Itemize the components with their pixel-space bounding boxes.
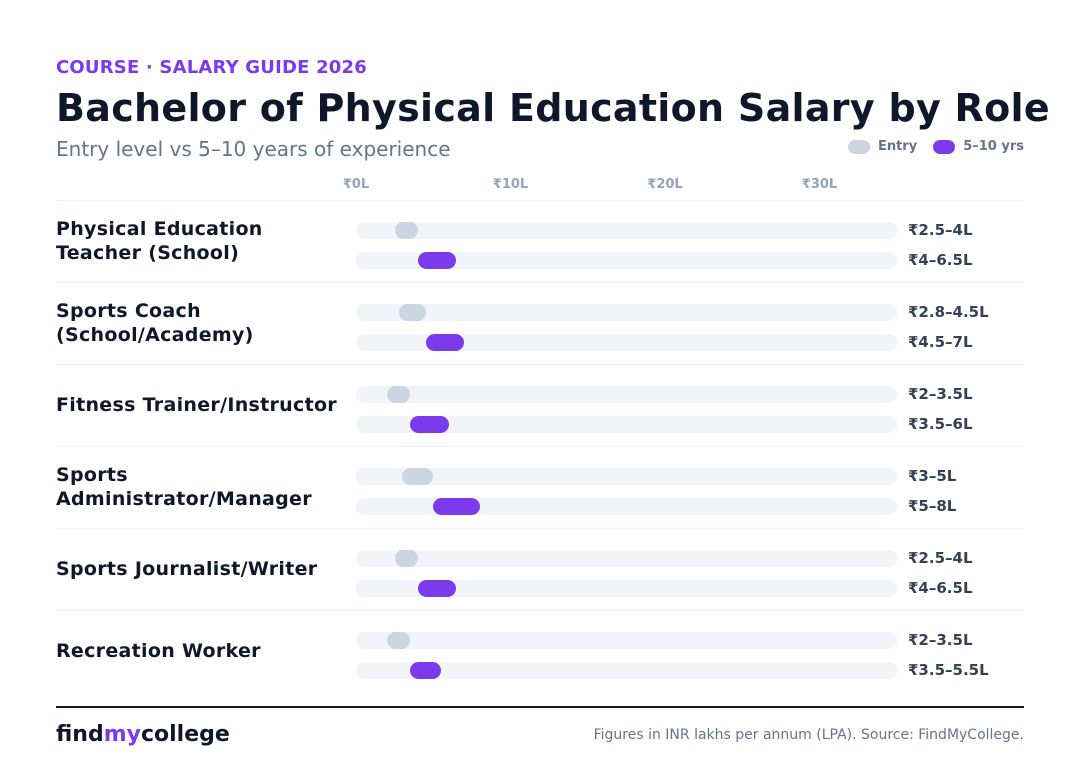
legend-label-entry: Entry: [877, 139, 918, 154]
bar-track: [356, 550, 897, 567]
bar-track: [356, 222, 897, 239]
source-note: Figures in INR lakhs per annum (LPA). So…: [593, 727, 1024, 743]
legend-label-senior: 5–10 yrs: [963, 139, 1024, 154]
page-subtitle: Entry level vs 5–10 years of experience: [56, 137, 451, 161]
entry-range-label: ₹2–3.5L: [908, 385, 973, 403]
legend-swatch-senior: [933, 139, 956, 154]
brand-text-college: college: [140, 722, 230, 747]
senior-range-bar: [417, 252, 457, 269]
entry-range-bar: [386, 632, 411, 649]
x-tick-label: ₹20L: [647, 177, 683, 192]
senior-range-label: ₹4–6.5L: [908, 579, 973, 597]
page-title: Bachelor of Physical Education Salary by…: [56, 86, 1050, 130]
bar-track: [356, 252, 897, 269]
row-divider: [56, 282, 1024, 283]
brand-text-find: find: [56, 722, 104, 747]
legend-swatch-entry: [847, 139, 870, 154]
entry-range-bar: [394, 222, 418, 239]
brand-logo: findmycollege: [56, 722, 230, 747]
senior-range-bar: [410, 416, 449, 433]
entry-range-label: ₹2–3.5L: [908, 631, 973, 649]
row-divider: [56, 364, 1024, 365]
x-tick-label: ₹0L: [342, 177, 370, 192]
entry-range-label: ₹2.5–4L: [908, 221, 973, 239]
entry-range-label: ₹2.8–4.5L: [908, 303, 989, 321]
bar-track: [356, 334, 897, 351]
bar-track: [356, 498, 897, 515]
x-tick-label: ₹10L: [492, 177, 529, 192]
senior-range-label: ₹3.5–6L: [908, 415, 973, 433]
bar-track: [356, 580, 897, 597]
legend: Entry 5–10 yrs: [847, 139, 1024, 154]
senior-range-label: ₹3.5–5.5L: [908, 661, 989, 679]
senior-range-bar: [425, 334, 465, 351]
footer-divider: [56, 706, 1024, 708]
senior-range-bar: [433, 498, 480, 515]
row-divider: [56, 610, 1024, 611]
senior-range-label: ₹5–8L: [908, 497, 957, 515]
x-tick-label: ₹30L: [801, 177, 838, 192]
eyebrow: COURSE · SALARY GUIDE 2026: [56, 57, 367, 78]
entry-range-bar: [386, 386, 411, 403]
entry-range-bar: [394, 550, 418, 567]
entry-range-label: ₹2.5–4L: [908, 549, 973, 567]
bar-track: [356, 662, 897, 679]
entry-range-bar: [399, 304, 426, 321]
senior-range-label: ₹4–6.5L: [908, 251, 973, 269]
entry-range-label: ₹3–5L: [908, 467, 957, 485]
entry-range-bar: [402, 468, 434, 485]
bar-track: [356, 386, 897, 403]
row-divider: [56, 200, 1024, 201]
senior-range-bar: [410, 662, 441, 679]
senior-range-bar: [417, 580, 457, 597]
role-label: Physical Education Teacher (School): [56, 218, 263, 264]
brand-text-my: my: [103, 722, 141, 747]
bar-track: [356, 468, 897, 485]
role-label: Recreation Worker: [56, 640, 261, 662]
bar-track: [356, 416, 897, 433]
row-divider: [56, 446, 1024, 447]
bar-track: [356, 632, 897, 649]
role-label: Sports Coach (School/Academy): [56, 300, 254, 346]
row-divider: [56, 528, 1024, 529]
role-label: Sports Administrator/Manager: [56, 464, 312, 510]
role-label: Fitness Trainer/Instructor: [56, 394, 337, 416]
role-label: Sports Journalist/Writer: [56, 558, 318, 580]
senior-range-label: ₹4.5–7L: [908, 333, 973, 351]
bar-track: [356, 304, 897, 321]
